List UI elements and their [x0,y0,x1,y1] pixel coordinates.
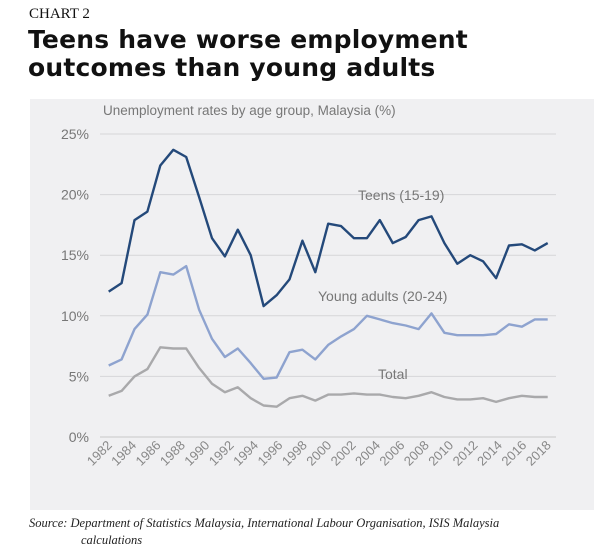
source-line-2: calculations [81,533,143,547]
source-line-1: Source: Department of Statistics Malaysi… [29,516,500,530]
series-label-young-adults: Young adults (20-24) [318,288,447,304]
series-label-total: Total [378,366,408,382]
series-label-teens: Teens (15-19) [358,187,444,203]
chart-panel [30,99,594,510]
source-note: Source: Department of Statistics Malaysi… [29,515,594,549]
y-tick-label: 5% [69,368,89,384]
series-line-young [108,264,548,380]
chart-headline: Teens have worse employment outcomes tha… [28,25,468,82]
y-tick-label: 10% [61,308,89,324]
series-line-teens [108,148,549,308]
y-tick-label: 0% [69,429,89,445]
chart-title: Unemployment rates by age group, Malaysi… [103,103,396,118]
y-tick-label: 25% [61,126,89,142]
series-line-total [108,346,548,408]
y-tick-label: 15% [61,247,89,263]
chart-kicker: CHART 2 [29,6,90,22]
y-tick-label: 20% [61,187,89,203]
